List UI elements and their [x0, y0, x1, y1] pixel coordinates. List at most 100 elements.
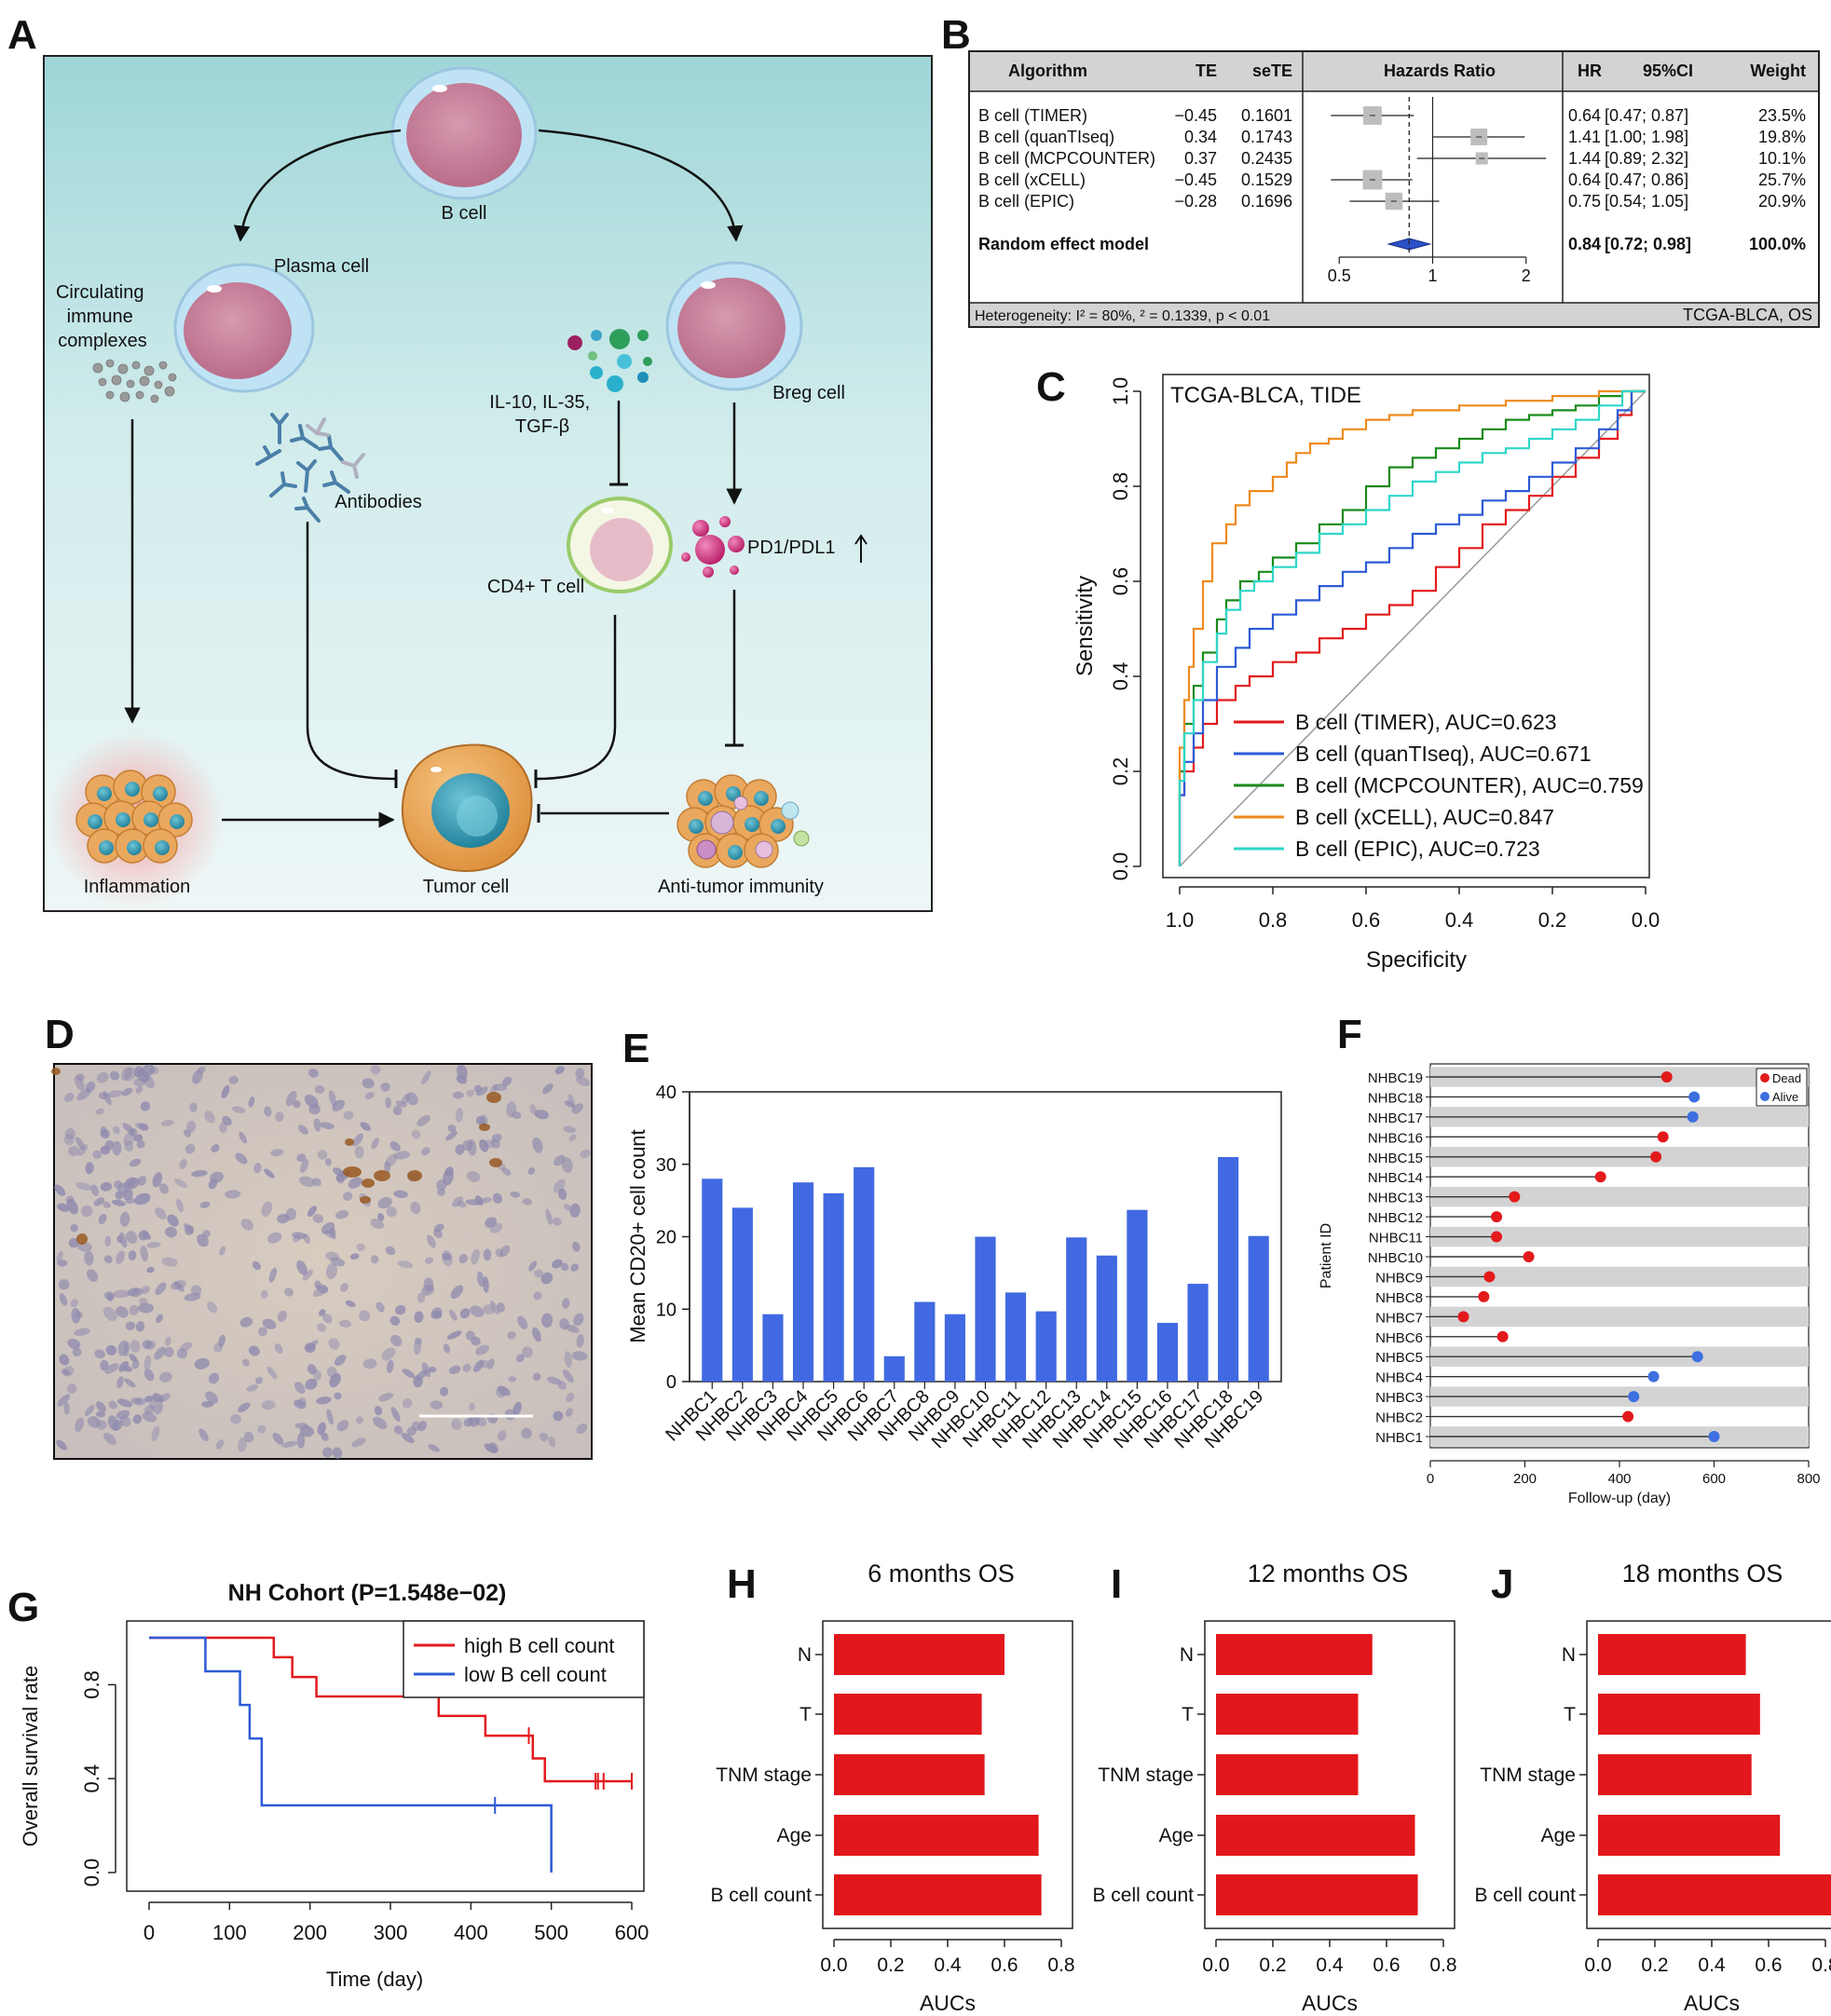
- auc-y-tick-label: N: [798, 1644, 812, 1666]
- nucleus: [430, 1307, 443, 1319]
- roc-legend-label: B cell (MCPCOUNTER), AUC=0.759: [1295, 773, 1644, 797]
- nucleus: [102, 1306, 117, 1322]
- f-y-tick-label: NHBC12: [1368, 1210, 1423, 1226]
- nucleus: [277, 1310, 287, 1323]
- e-bar: [944, 1314, 965, 1382]
- auc-x-tick-label: 0.0: [1202, 1955, 1229, 1976]
- nucleus: [133, 1066, 143, 1078]
- e-y-tick-label: 30: [656, 1155, 676, 1176]
- nucleus: [397, 1260, 414, 1269]
- nucleus: [307, 1364, 317, 1375]
- panel-letter-j: J: [1491, 1561, 1513, 1607]
- row-name: B cell (xCELL): [978, 170, 1086, 189]
- nucleus: [483, 1303, 495, 1315]
- nucleus: [140, 1245, 149, 1262]
- row-ci: [0.47; 0.87]: [1605, 106, 1688, 125]
- legend-dead-marker: [1760, 1073, 1770, 1083]
- nucleus: [112, 1420, 123, 1431]
- nucleus: [106, 1293, 114, 1301]
- nucleus: [296, 1260, 307, 1275]
- nucleus: [455, 1108, 464, 1123]
- f-legend: Dead Alive: [1756, 1068, 1808, 1107]
- auc-x-tick-label: 0.2: [877, 1955, 904, 1976]
- row-name: B cell (MCPCOUNTER): [978, 149, 1155, 168]
- nucleus: [130, 1340, 141, 1353]
- nucleus: [362, 1078, 375, 1089]
- roc-legend-label: B cell (quanTIseq), AUC=0.671: [1295, 742, 1592, 766]
- auc-x-tick-label: 0.4: [934, 1955, 962, 1976]
- auc-xlabel: AUCs: [1684, 1991, 1740, 2015]
- nucleus: [510, 1192, 521, 1198]
- nucleus: [576, 1334, 584, 1348]
- nucleus: [112, 1125, 120, 1135]
- nucleus: [248, 1096, 255, 1108]
- nucleus: [74, 1328, 90, 1336]
- roc-x-tick-label: 0.6: [1352, 908, 1381, 932]
- roc-title: TCGA-BLCA, TIDE: [1170, 383, 1361, 408]
- km-title: NH Cohort (P=1.548e−02): [228, 1580, 507, 1606]
- row-weight: 10.1%: [1758, 149, 1806, 168]
- auc-x-tick-label: 0.6: [991, 1955, 1018, 1976]
- km-xlabel: Time (day): [326, 1968, 423, 1991]
- panel-letter-c: C: [1036, 364, 1066, 410]
- nucleus: [264, 1168, 275, 1178]
- nucleus: [569, 1203, 581, 1218]
- nucleus: [305, 1378, 318, 1390]
- nucleus: [492, 1083, 508, 1092]
- nucleus: [317, 1150, 328, 1160]
- nucleus: [439, 1386, 449, 1396]
- nucleus: [61, 1369, 71, 1376]
- nucleus: [117, 1340, 129, 1356]
- nucleus: [575, 1068, 585, 1079]
- f-dot: [1491, 1211, 1503, 1223]
- nucleus: [294, 1382, 306, 1394]
- nucleus: [448, 1309, 458, 1321]
- nucleus: [66, 1383, 77, 1394]
- nucleus: [141, 1286, 150, 1294]
- e-bar: [1066, 1237, 1087, 1382]
- nucleus: [260, 1289, 268, 1299]
- nucleus: [210, 1171, 224, 1183]
- nucleus: [131, 1360, 140, 1369]
- nucleus: [114, 1179, 123, 1190]
- nucleus: [486, 1358, 495, 1369]
- anti-tumor-immunity-illustration: [676, 774, 810, 868]
- e-bar: [1096, 1255, 1117, 1382]
- nucleus: [402, 1397, 413, 1409]
- nucleus: [417, 1114, 430, 1127]
- auc-y-tick-label: B cell count: [1474, 1885, 1576, 1906]
- nucleus: [102, 1201, 111, 1208]
- nucleus: [451, 1196, 464, 1207]
- nucleus: [98, 1214, 107, 1224]
- nucleus: [93, 1197, 105, 1206]
- nucleus: [313, 1118, 321, 1132]
- row-sete: 0.1601: [1241, 106, 1292, 125]
- nucleus: [540, 1272, 553, 1285]
- nucleus: [312, 1178, 321, 1187]
- e-bar: [914, 1301, 936, 1382]
- nucleus: [146, 1266, 155, 1274]
- forest-heterogeneity: Heterogeneity: I² = 80%, ² = 0.1339, p <…: [975, 308, 1270, 324]
- nucleus: [111, 1199, 126, 1206]
- row-hr: 1.44: [1568, 149, 1601, 168]
- f-row-band: [1430, 1306, 1809, 1328]
- roc-legend-label: B cell (EPIC), AUC=0.723: [1295, 837, 1540, 861]
- nucleus: [108, 1400, 117, 1410]
- f-y-tick-label: NHBC19: [1368, 1070, 1423, 1086]
- forest-dataset-label: TCGA-BLCA, OS: [1683, 306, 1812, 324]
- e-bar: [702, 1178, 723, 1382]
- nucleus: [140, 1101, 151, 1111]
- row-ci: [0.89; 2.32]: [1605, 149, 1688, 168]
- nucleus: [130, 1397, 143, 1405]
- nucleus: [328, 1090, 337, 1107]
- auc-y-tick-label: Age: [1159, 1825, 1194, 1846]
- nucleus: [307, 1206, 318, 1218]
- nucleus: [446, 1330, 462, 1340]
- nucleus: [370, 1065, 381, 1075]
- immune-complex-dots: [92, 359, 177, 403]
- auc-y-tick-label: B cell count: [710, 1885, 812, 1906]
- nucleus: [253, 1163, 262, 1174]
- nucleus: [157, 1393, 171, 1403]
- nucleus: [451, 1418, 462, 1431]
- nucleus: [384, 1161, 391, 1174]
